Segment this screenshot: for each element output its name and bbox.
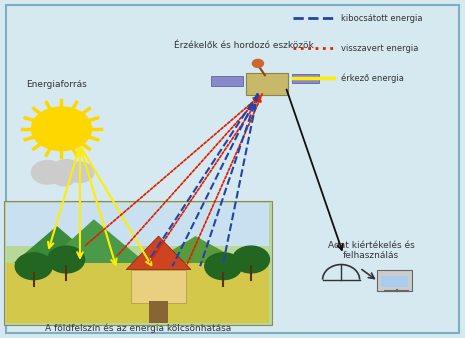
FancyBboxPatch shape	[6, 202, 270, 246]
Text: Adat kiértékelés és
felhasználás: Adat kiértékelés és felhasználás	[328, 241, 414, 261]
FancyBboxPatch shape	[246, 73, 288, 95]
Polygon shape	[6, 226, 108, 270]
FancyBboxPatch shape	[292, 74, 319, 82]
Text: Energiaforrás: Energiaforrás	[27, 79, 87, 89]
Polygon shape	[39, 219, 154, 270]
Text: érkező energia: érkező energia	[341, 74, 404, 83]
Circle shape	[53, 160, 79, 178]
FancyBboxPatch shape	[381, 276, 408, 287]
Polygon shape	[6, 263, 270, 323]
FancyBboxPatch shape	[131, 270, 186, 303]
FancyBboxPatch shape	[377, 270, 412, 291]
Circle shape	[52, 169, 75, 186]
Circle shape	[252, 59, 264, 67]
FancyBboxPatch shape	[211, 76, 243, 86]
Polygon shape	[140, 236, 256, 270]
Polygon shape	[126, 236, 191, 270]
Circle shape	[15, 253, 52, 280]
FancyBboxPatch shape	[149, 301, 168, 323]
Circle shape	[232, 246, 270, 273]
Text: A földfelszín és az energia kölcsönhatása: A földfelszín és az energia kölcsönhatás…	[45, 323, 231, 333]
Circle shape	[47, 246, 85, 273]
Text: kibocsátott energia: kibocsátott energia	[341, 14, 423, 23]
Text: visszavert energia: visszavert energia	[341, 44, 418, 53]
FancyBboxPatch shape	[6, 5, 459, 333]
FancyBboxPatch shape	[4, 201, 272, 325]
Circle shape	[32, 107, 92, 150]
Circle shape	[32, 161, 64, 184]
Text: Érzékelők és hordozó eszközök: Érzékelők és hordozó eszközök	[174, 41, 314, 50]
Circle shape	[205, 253, 242, 280]
Circle shape	[66, 162, 94, 183]
